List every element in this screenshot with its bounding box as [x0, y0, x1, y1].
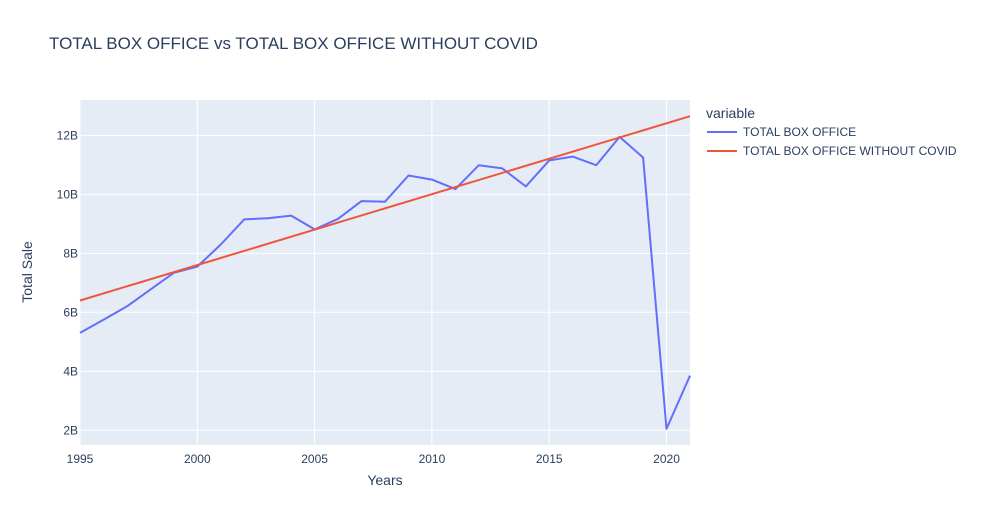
chart-title: TOTAL BOX OFFICE vs TOTAL BOX OFFICE WIT… — [49, 34, 538, 53]
y-tick-label: 6B — [63, 305, 78, 319]
y-axis-label: Total Sale — [19, 241, 35, 303]
legend-item-2[interactable]: TOTAL BOX OFFICE WITHOUT COVID — [707, 144, 957, 158]
legend-title: variable — [706, 105, 755, 121]
x-tick-label: 1995 — [67, 452, 94, 466]
legend[interactable]: variable TOTAL BOX OFFICE TOTAL BOX OFFIC… — [706, 105, 957, 158]
x-tick-label: 2010 — [419, 452, 446, 466]
axis-ticks: 1995 2000 2005 2010 2015 2020 2B 4B 6B 8B 10B 12B — [57, 128, 681, 466]
x-axis-label: Years — [367, 472, 402, 488]
y-tick-label: 10B — [57, 187, 78, 201]
x-tick-label: 2005 — [301, 452, 328, 466]
legend-item-1[interactable]: TOTAL BOX OFFICE — [707, 125, 856, 139]
legend-label: TOTAL BOX OFFICE — [743, 125, 856, 139]
x-tick-label: 2015 — [536, 452, 563, 466]
x-tick-label: 2020 — [653, 452, 680, 466]
legend-label: TOTAL BOX OFFICE WITHOUT COVID — [743, 144, 957, 158]
series-layer — [79, 115, 691, 430]
grid — [79, 100, 690, 445]
y-tick-label: 8B — [63, 246, 78, 260]
y-tick-label: 4B — [63, 364, 78, 378]
y-tick-label: 2B — [63, 423, 78, 437]
series-line-2[interactable] — [79, 115, 691, 302]
plot-area — [80, 100, 690, 445]
y-tick-label: 12B — [57, 128, 78, 142]
x-tick-label: 2000 — [184, 452, 211, 466]
